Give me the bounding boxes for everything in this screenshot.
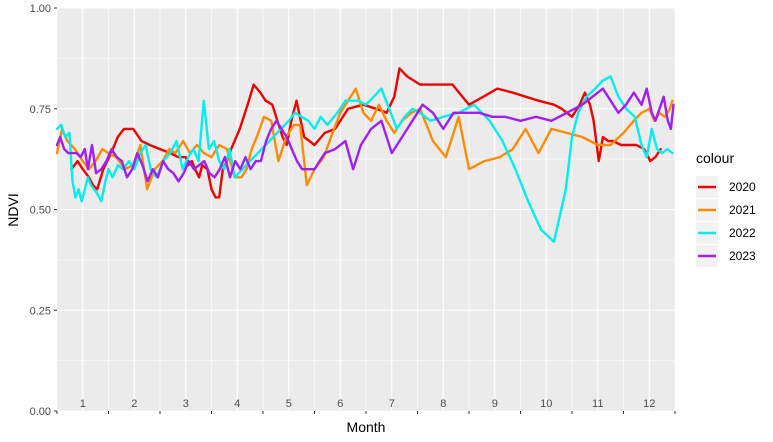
y-tick-label: 0.50 <box>30 205 51 217</box>
y-tick-label: 0.00 <box>30 406 51 418</box>
y-axis-title: NDVI <box>5 193 21 226</box>
y-axis: 0.00 0.25 0.50 0.75 1.00 <box>30 3 57 418</box>
y-tick-label: 1.00 <box>30 3 51 15</box>
series-line-2020 <box>70 67 662 199</box>
x-tick-label: 8 <box>440 398 446 410</box>
legend-label-2023: 2023 <box>729 249 756 263</box>
legend-label-2020: 2020 <box>729 180 756 194</box>
legend-items: 2020 2021 2022 2023 <box>696 176 756 267</box>
x-tick-label: 2 <box>131 398 137 410</box>
x-tick-label: 1 <box>80 398 86 410</box>
x-tick-label: 12 <box>643 398 655 410</box>
x-axis-title: Month <box>347 419 386 435</box>
series-line-2023 <box>55 87 675 183</box>
x-axis: 1 2 3 4 5 6 7 8 9 10 11 12 <box>56 398 676 414</box>
x-tick-label: 3 <box>183 398 189 410</box>
legend: colour 2020 2021 2022 2023 <box>696 150 756 267</box>
x-tick-label: 4 <box>234 398 240 410</box>
x-tick-label: 10 <box>540 398 552 410</box>
y-tick-label: 0.75 <box>30 104 51 116</box>
legend-title: colour <box>696 150 734 166</box>
x-tick-label: 9 <box>492 398 498 410</box>
x-tick-label: 11 <box>592 398 603 410</box>
x-tick-label: 6 <box>337 398 343 410</box>
legend-label-2022: 2022 <box>729 226 756 240</box>
y-tick-label: 0.25 <box>30 305 51 317</box>
legend-label-2021: 2021 <box>729 203 756 217</box>
series-lines <box>55 67 675 243</box>
series-line-2022 <box>55 75 674 243</box>
x-tick-label: 7 <box>389 398 395 410</box>
x-tick-label: 5 <box>286 398 292 410</box>
